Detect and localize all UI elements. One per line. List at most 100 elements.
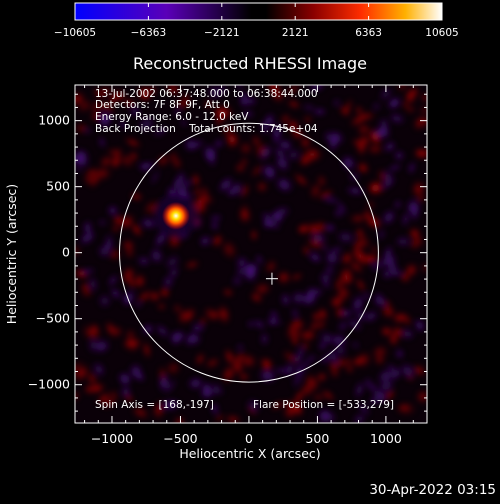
x-tick-label: 0 <box>245 431 253 446</box>
image-texture-blob <box>301 103 317 112</box>
image-texture-blob <box>320 196 341 204</box>
image-texture-blob <box>356 110 377 122</box>
image-texture-blob <box>218 124 238 133</box>
image-texture-blob <box>111 225 121 232</box>
colorbar-tick-label: −2121 <box>204 27 240 39</box>
image-texture-blob <box>335 199 348 216</box>
image-texture-blob <box>250 228 258 242</box>
image-texture-blob <box>264 258 278 275</box>
image-texture-blob <box>117 118 128 131</box>
image-texture-blob <box>404 91 416 105</box>
image-texture-blob <box>353 355 366 366</box>
image-texture-blob <box>123 137 142 148</box>
image-texture-blob <box>106 204 119 217</box>
info-line-4: Back Projection Total counts: 1.745e+04 <box>95 123 318 135</box>
image-texture-blob <box>353 379 366 400</box>
image-texture-blob <box>342 356 354 368</box>
image-texture-blob <box>348 259 365 275</box>
colorbar-tick-label: 6363 <box>355 27 382 39</box>
image-texture-blob <box>329 366 340 380</box>
image-texture-blob <box>203 99 213 109</box>
image-texture-blob <box>186 376 205 391</box>
image-texture-blob <box>240 182 250 200</box>
image-texture-blob <box>214 138 224 149</box>
image-texture-blob <box>75 148 90 163</box>
image-texture-blob <box>133 273 147 290</box>
image-texture-blob <box>271 367 294 375</box>
image-texture-blob <box>355 276 367 294</box>
image-texture-blob <box>333 208 344 218</box>
info-line-3: Energy Range: 6.0 - 12.0 keV <box>95 111 249 123</box>
image-texture-blob <box>136 289 154 304</box>
image-texture-blob <box>279 291 292 308</box>
image-texture-blob <box>267 317 278 326</box>
image-texture-blob <box>151 125 170 138</box>
image-texture-blob <box>238 141 254 156</box>
x-tick-label: −1000 <box>91 431 133 446</box>
image-texture-blob <box>223 129 240 148</box>
image-texture-blob <box>215 85 229 96</box>
image-texture-blob <box>394 235 412 248</box>
image-texture-blob <box>75 267 90 280</box>
image-texture-blob <box>365 143 385 155</box>
image-texture-blob <box>211 402 219 416</box>
solar-limb-circle <box>119 122 379 383</box>
image-texture-blob <box>174 97 193 111</box>
image-texture-blob <box>298 380 317 399</box>
image-texture-blob <box>154 323 171 339</box>
image-texture-blob <box>417 105 427 116</box>
image-texture-blob <box>145 322 154 336</box>
image-texture-blob <box>87 275 99 294</box>
image-texture-blob <box>335 230 357 245</box>
image-texture-blob <box>194 352 206 367</box>
image-texture-blob <box>387 112 407 125</box>
flare-source <box>161 201 190 230</box>
image-texture-blob <box>290 333 300 348</box>
image-texture-blob <box>224 414 242 423</box>
image-texture-blob <box>187 139 206 151</box>
image-texture-blob <box>240 110 256 118</box>
image-texture-blob <box>156 302 167 311</box>
image-texture-blob <box>112 288 121 299</box>
image-texture-blob <box>279 139 294 152</box>
image-texture-blob <box>260 359 274 373</box>
image-texture-blob <box>121 238 136 254</box>
image-texture-blob <box>122 97 137 109</box>
colorbar-ticks: −10605 −6363 −2121 2121 6363 10605 <box>54 3 459 39</box>
image-texture-blob <box>192 192 211 211</box>
image-texture-blob <box>311 107 328 116</box>
image-texture-blob <box>83 384 95 395</box>
spin-axis-marker <box>265 272 278 285</box>
image-texture-blob <box>300 340 311 351</box>
image-texture-blob <box>376 228 387 241</box>
image-texture-blob <box>212 234 223 249</box>
image-texture-blob <box>165 360 182 376</box>
image-texture-blob <box>255 253 263 266</box>
image-texture-blob <box>415 389 427 404</box>
image-texture-blob <box>184 260 201 270</box>
image-texture-blob <box>385 269 406 277</box>
image-texture-blob <box>91 338 112 355</box>
image-texture-blob <box>198 234 212 248</box>
y-tick-label: −500 <box>36 311 70 326</box>
image-texture-blob <box>89 109 103 123</box>
plot-frame <box>74 84 428 424</box>
image-texture-blob <box>340 154 357 172</box>
image-texture-blob <box>321 243 329 253</box>
image-texture-blob <box>212 104 226 118</box>
image-texture-blob <box>420 147 427 159</box>
image-texture-blob <box>136 115 157 133</box>
image-texture-blob <box>292 172 310 188</box>
image-texture-blob <box>131 405 150 420</box>
image-texture-blob <box>223 347 236 367</box>
image-texture-blob <box>106 148 121 156</box>
image-texture-blob <box>111 325 124 338</box>
image-texture-blob <box>259 331 270 347</box>
image-texture-blob <box>142 340 151 360</box>
image-texture-blob <box>201 386 215 400</box>
image-texture-blob <box>273 145 288 162</box>
image-texture-blob <box>333 274 346 292</box>
image-texture-blob <box>328 131 339 154</box>
image-texture-blob <box>396 85 409 91</box>
